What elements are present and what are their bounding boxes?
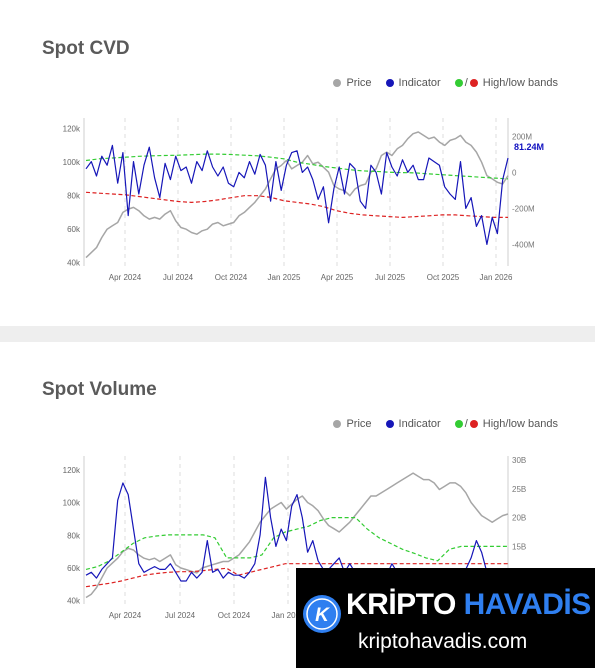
indicator-dot-icon <box>385 79 394 87</box>
low-band-dot-icon <box>469 420 478 428</box>
watermark-brand: KRİPTO HAVADİS <box>346 588 591 622</box>
y-left-tick-label: 120k <box>63 466 81 475</box>
indicator-series-line <box>85 144 509 245</box>
x-tick-label: Oct 2025 <box>427 273 460 282</box>
y-left-tick-label: 80k <box>67 531 81 540</box>
y-left-tick-label: 100k <box>63 158 81 167</box>
low-band-dot-icon <box>469 79 478 87</box>
legend-item-bands[interactable]: / High/low bands <box>454 77 558 89</box>
logo-letter: K <box>315 605 330 626</box>
legend-label-indicator: Indicator <box>398 418 441 430</box>
legend-item-bands[interactable]: / High/low bands <box>454 418 558 430</box>
price-dot-icon <box>333 79 342 87</box>
y-right-tick-label: -200M <box>512 204 535 213</box>
y-left-tick-label: 40k <box>67 597 81 606</box>
x-tick-label: Jan 2025 <box>272 611 305 620</box>
chart-legend: Price Indicator / High/low bands <box>333 77 558 89</box>
chart-legend: Price Indicator / High/low bands <box>333 418 558 430</box>
high-band-series-line <box>85 516 508 570</box>
x-tick-label: Oct 2024 <box>215 273 248 282</box>
brand-white-text: KRİPTO <box>346 588 456 621</box>
y-right-tick-label: -400M <box>512 240 535 249</box>
price-series-line <box>85 472 509 599</box>
legend-label-bands: High/low bands <box>482 77 558 89</box>
legend-label-price: Price <box>346 77 372 89</box>
low-band-series-line <box>85 563 508 588</box>
legend-bands-separator: / <box>464 418 468 430</box>
y-right-tick-label: 15B <box>512 542 526 551</box>
legend-bands-separator: / <box>464 77 468 89</box>
brand-blue-text: HAVADİS <box>463 588 592 621</box>
y-right-tick-label: 20B <box>512 514 526 523</box>
kriptohavadis-logo-icon: K <box>303 595 341 633</box>
spot-cvd-chart: 40k 60k 80k 100k 120k 200M 0 -200M -400M Apr 2024… <box>63 118 544 282</box>
x-tick-label: Jan 2026 <box>480 273 513 282</box>
legend-item-indicator[interactable]: Indicator <box>385 77 441 89</box>
high-band-dot-icon <box>454 420 463 428</box>
y-left-tick-label: 40k <box>67 259 81 268</box>
chart-title: Spot CVD <box>42 38 130 59</box>
legend-item-price[interactable]: Price <box>333 77 372 89</box>
y-left-tick-label: 80k <box>67 192 81 201</box>
legend-label-price: Price <box>346 418 372 430</box>
y-right-tick-label: 30B <box>512 456 526 465</box>
price-series-line <box>85 131 509 259</box>
x-tick-label: Jul 2025 <box>375 273 406 282</box>
legend-item-indicator[interactable]: Indicator <box>385 418 441 430</box>
x-tick-label: Jan 2025 <box>268 273 301 282</box>
y-left-tick-label: 60k <box>67 225 81 234</box>
legend-item-price[interactable]: Price <box>333 418 372 430</box>
high-band-series-line <box>85 153 509 180</box>
chart-title: Spot Volume <box>42 379 157 400</box>
low-band-series-line <box>85 191 508 219</box>
price-dot-icon <box>333 420 342 428</box>
y-left-tick-label: 100k <box>63 499 81 508</box>
x-tick-label: Jul 2024 <box>163 273 194 282</box>
legend-label-indicator: Indicator <box>398 77 441 89</box>
watermark-banner: K KRİPTO HAVADİS kriptohavadis.com <box>296 568 595 668</box>
spot-cvd-card: Spot CVD Price Indicator / High/low band… <box>0 0 595 326</box>
indicator-dot-icon <box>385 420 394 428</box>
x-tick-label: Jul 2024 <box>165 611 196 620</box>
y-right-tick-label: 25B <box>512 485 526 494</box>
y-left-tick-label: 120k <box>63 125 81 134</box>
x-tick-label: Apr 2024 <box>109 611 142 620</box>
x-tick-label: Apr 2025 <box>321 273 354 282</box>
high-band-dot-icon <box>454 79 463 87</box>
x-tick-label: Oct 2024 <box>218 611 251 620</box>
last-value-label: 81.24M <box>514 142 544 152</box>
watermark-url: kriptohavadis.com <box>358 630 528 653</box>
y-right-tick-label: 0 <box>512 168 517 177</box>
y-right-tick-label: 200M <box>512 132 532 141</box>
legend-label-bands: High/low bands <box>482 418 558 430</box>
y-left-tick-label: 60k <box>67 564 81 573</box>
x-tick-label: Apr 2024 <box>109 273 142 282</box>
